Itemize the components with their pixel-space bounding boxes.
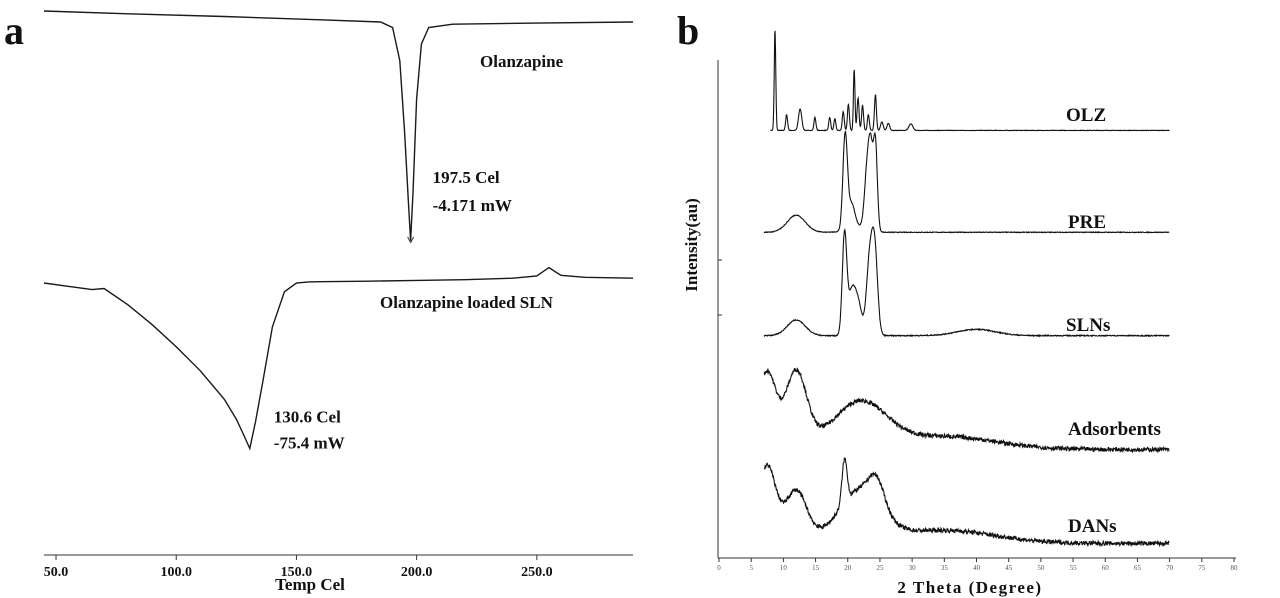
xrd-x-tick-label: 30 (909, 564, 917, 572)
xrd-x-ticks: 0 5 10 15 20 25 30 35 40 45 50 55 60 65 70 75 80 (717, 558, 1238, 572)
dsc-x-ticks: 50.0 100.0 150.0 200.0 250.0 (44, 555, 553, 580)
panel-letter-a: a (4, 8, 24, 53)
dsc-peak-marker (410, 236, 415, 244)
dsc-x-tick-label: 50.0 (44, 565, 69, 580)
dsc-labels: Olanzapine 197.5 Cel -4.171 mW Olanzapine l… (274, 52, 564, 453)
dsc-peak-power: -4.171 mW (433, 196, 512, 215)
dsc-x-tick-label: 100.0 (160, 565, 192, 580)
xrd-x-tick-label: 80 (1231, 564, 1239, 572)
dsc-x-axis-title: Temp Cel (275, 575, 345, 594)
xrd-panel: b 0 5 10 15 20 25 30 35 40 45 50 55 60 65 70 75 80 OLZ PR… (677, 8, 1238, 597)
xrd-x-tick-label: 65 (1134, 564, 1142, 572)
xrd-pattern (763, 457, 1170, 548)
xrd-x-tick-label: 50 (1037, 564, 1045, 572)
panel-letter-b: b (677, 8, 699, 53)
xrd-pattern (763, 225, 1170, 338)
dsc-curve (43, 266, 634, 451)
dsc-panel: a 50.0 100.0 150.0 200.0 250.0 Olanzapine 197… (4, 8, 634, 594)
xrd-x-tick-label: 5 (749, 564, 753, 572)
dsc-x-tick-label: 150.0 (281, 565, 313, 580)
dsc-curves (43, 10, 634, 451)
dsc-x-tick-label: 250.0 (521, 565, 553, 580)
xrd-pattern (763, 367, 1170, 454)
dsc-peak-temp: 130.6 Cel (274, 408, 341, 427)
xrd-x-tick-label: 75 (1198, 564, 1206, 572)
xrd-x-tick-label: 45 (1005, 564, 1013, 572)
xrd-series-name: Adsorbents (1068, 419, 1161, 440)
xrd-x-tick-label: 40 (973, 564, 981, 572)
xrd-pattern (770, 30, 1170, 132)
xrd-x-tick-label: 55 (1070, 564, 1078, 572)
xrd-x-tick-label: 35 (941, 564, 949, 572)
xrd-x-tick-label: 70 (1166, 564, 1174, 572)
dsc-peak-marker (407, 236, 412, 244)
xrd-patterns (763, 30, 1170, 548)
xrd-pattern (763, 130, 1170, 234)
dsc-peak-temp: 197.5 Cel (433, 168, 500, 187)
xrd-x-tick-label: 0 (717, 564, 721, 572)
xrd-x-tick-label: 15 (812, 564, 820, 572)
xrd-series-name: DANs (1068, 516, 1117, 537)
dsc-series-name: Olanzapine (480, 52, 564, 71)
xrd-series-name: OLZ (1066, 105, 1106, 126)
xrd-y-axis-title: Intensity(au) (682, 198, 701, 292)
dsc-curve (43, 10, 634, 241)
xrd-x-tick-label: 60 (1102, 564, 1110, 572)
xrd-x-tick-label: 25 (876, 564, 884, 572)
xrd-x-tick-label: 10 (780, 564, 788, 572)
dsc-x-tick-label: 200.0 (401, 565, 433, 580)
dsc-peak-power: -75.4 mW (274, 434, 345, 453)
dsc-series-name: Olanzapine loaded SLN (380, 293, 554, 312)
xrd-labels: OLZ PRE SLNs Adsorbents DANs (1066, 105, 1161, 537)
xrd-x-tick-label: 20 (844, 564, 852, 572)
xrd-series-name: SLNs (1066, 315, 1110, 336)
xrd-x-axis-title: 2 Theta (Degree) (897, 578, 1042, 597)
xrd-series-name: PRE (1068, 212, 1106, 233)
